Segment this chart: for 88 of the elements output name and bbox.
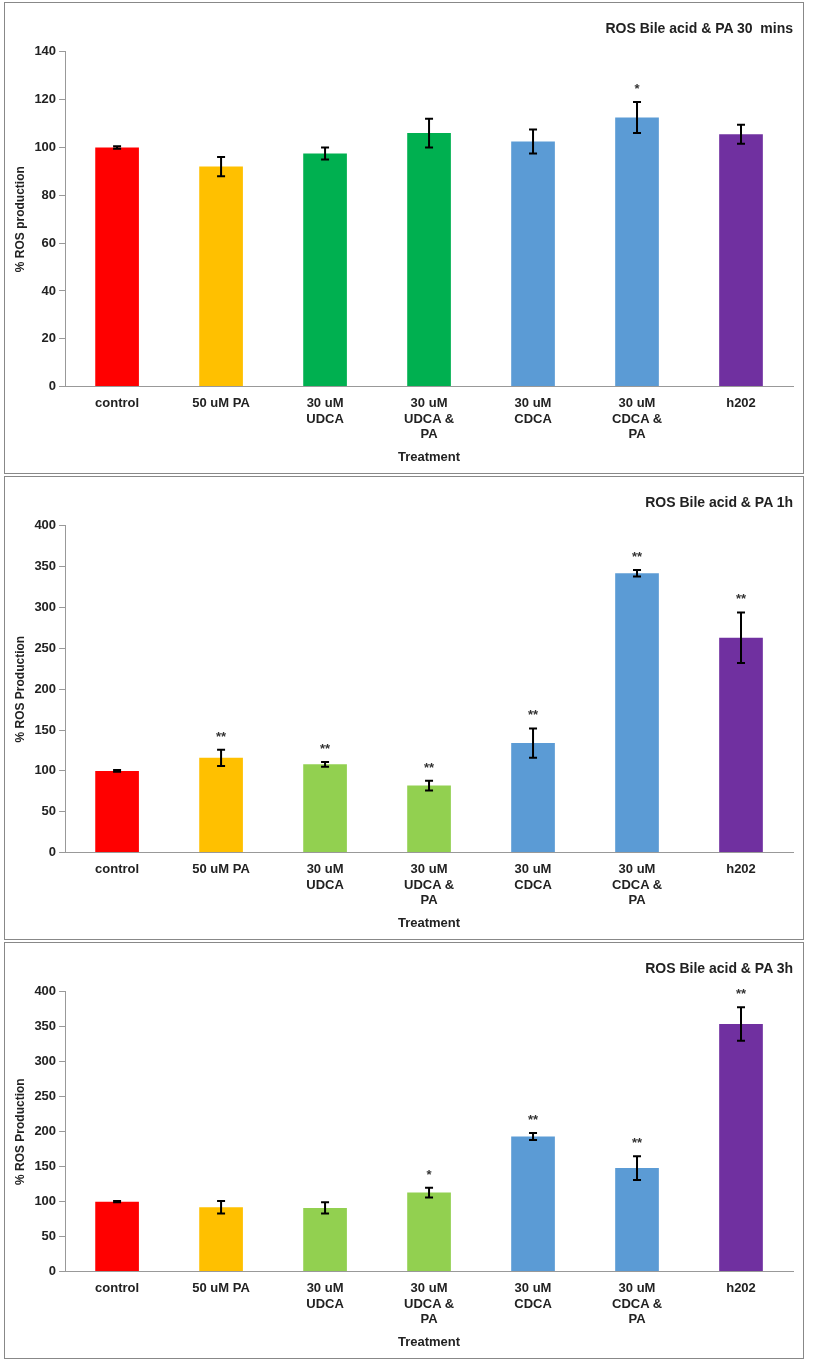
y-tick-label: 100 [34,1193,57,1209]
y-tick-label: 120 [34,91,57,107]
bar [199,166,243,387]
data-label: ** [423,759,436,775]
y-axis-title: % ROS Production [12,635,27,743]
x-tick-label: 30 uM UDCA & PA [404,860,455,908]
data-label: ** [631,1135,644,1151]
y-axis-title: % ROS Production [12,1078,27,1186]
x-tick-label: 50 uM PA [192,1279,251,1295]
x-tick-label: 30 uM CDCA & PA [611,860,663,908]
chart-title: ROS Bile acid & PA 30 mins [605,20,794,37]
data-label: ** [527,1112,540,1128]
bar [615,573,659,853]
y-tick-label: 0 [48,378,57,394]
bar [719,1023,763,1272]
x-tick-label: 30 uM UDCA & PA [404,394,455,442]
x-tick-label: 30 uM UDCA [306,860,345,892]
y-tick-label: 50 [41,803,57,819]
data-label: ** [631,549,644,564]
bar [199,757,243,853]
chart-title: ROS Bile acid & PA 3h [645,960,793,977]
x-tick-label: 30 uM CDCA [514,1279,553,1311]
y-tick-label: 0 [48,844,57,860]
x-tick-label: 30 uM UDCA [306,1279,345,1311]
x-tick-label: 30 uM CDCA [514,860,553,892]
y-tick-label: 40 [41,282,57,298]
bar [719,637,763,853]
x-tick-label: control [95,1279,140,1295]
y-tick-label: 60 [41,234,57,250]
data-label: ** [735,591,747,607]
bar [407,785,451,853]
x-tick-label: h202 [726,860,756,876]
y-tick-label: 400 [34,517,57,533]
bar [95,770,139,853]
bar [199,1207,243,1272]
bar [95,147,139,387]
y-tick-label: 400 [34,983,57,999]
x-tick-label: 30 uM CDCA [514,394,553,426]
bar [615,1168,659,1272]
bar [407,1192,451,1272]
y-tick-label: 140 [34,43,57,59]
y-tick-label: 150 [34,1158,57,1174]
y-tick-label: 350 [34,1018,57,1034]
y-tick-label: 300 [34,599,57,615]
x-tick-label: 50 uM PA [192,860,251,876]
bar [719,134,763,387]
bar [407,133,451,387]
y-tick-label: 250 [34,1088,57,1104]
x-axis-title: Treatment [397,914,461,930]
data-label: ** [320,740,332,756]
data-label: ** [735,986,747,1002]
y-tick-label: 300 [34,1053,57,1069]
y-tick-label: 100 [34,139,57,155]
y-axis-title: % ROS production [12,166,27,273]
y-tick-label: 250 [34,639,57,655]
y-tick-label: 200 [34,1123,57,1139]
y-tick-label: 100 [34,762,57,778]
data-label: ** [216,728,228,744]
y-tick-label: 200 [34,680,57,696]
x-tick-label: 30 uM CDCA & PA [611,394,663,442]
bar [511,1136,555,1272]
data-label: * [426,1166,433,1182]
bar [303,153,347,387]
x-tick-label: 30 uM CDCA & PA [611,1279,663,1327]
y-tick-label: 80 [41,186,57,202]
data-label: ** [527,707,540,723]
x-tick-label: 30 uM UDCA & PA [404,1279,455,1327]
y-tick-label: 350 [34,558,57,574]
bar [95,1201,139,1272]
x-tick-label: 30 uM UDCA [306,394,345,426]
bar [303,764,347,853]
y-tick-label: 0 [48,1263,57,1279]
y-tick-label: 50 [41,1228,57,1244]
bar [615,117,659,387]
y-tick-label: 150 [34,721,57,737]
x-tick-label: h202 [726,1279,756,1295]
x-axis-title: Treatment [397,1333,461,1349]
x-tick-label: h202 [726,394,756,410]
bar [511,743,555,853]
bar [511,141,555,387]
bar [303,1207,347,1272]
data-label: * [634,81,641,97]
x-tick-label: control [95,860,140,876]
x-tick-label: 50 uM PA [192,394,251,410]
y-tick-label: 20 [41,330,57,346]
x-tick-label: control [95,394,140,410]
chart-title: ROS Bile acid & PA 1h [645,494,793,511]
x-axis-title: Treatment [397,448,461,464]
